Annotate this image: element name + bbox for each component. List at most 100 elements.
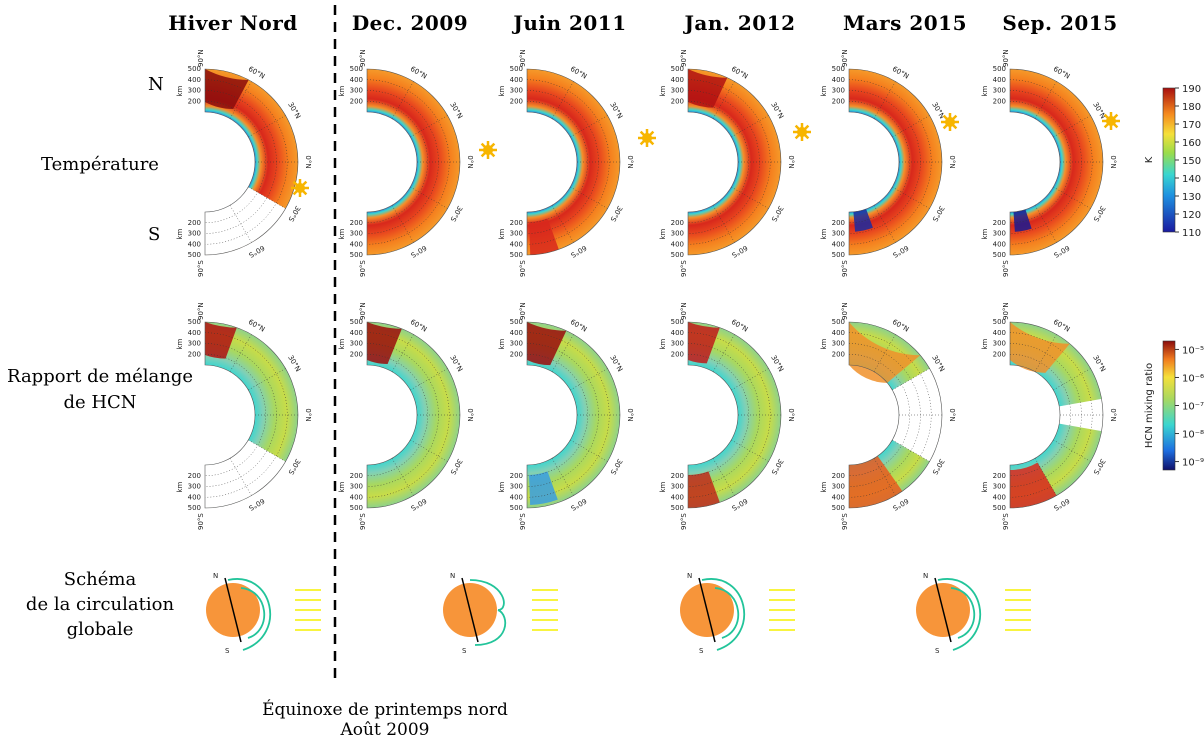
pole-label: N <box>213 572 218 580</box>
latitude-label: 60°S <box>730 244 749 260</box>
colorbar-tick-label: 130 <box>1182 192 1201 203</box>
map-feature <box>688 471 720 508</box>
footer-text: Août 2009 <box>340 720 430 740</box>
grid-radial <box>1034 458 1057 496</box>
latitude-label: 60°S <box>730 497 749 513</box>
altitude-label: 500 <box>350 65 363 73</box>
altitude-label: 500 <box>832 504 845 512</box>
colorbar-tick-label: 190 <box>1182 84 1201 95</box>
latitude-label: 30°N <box>769 101 785 120</box>
altitude-unit: km <box>659 338 667 349</box>
map-outline <box>848 321 943 509</box>
latitude-label: 0°N <box>626 155 634 168</box>
altitude-label: 400 <box>188 240 201 248</box>
grid-radial <box>248 439 286 462</box>
latitude-label: 0°N <box>1109 408 1117 421</box>
grid-radial <box>248 186 286 209</box>
map-feature <box>1010 322 1070 373</box>
latitude-label: 0°N <box>304 408 312 421</box>
latitude-label: 0°N <box>948 155 956 168</box>
latitude-label: 0°N <box>626 408 634 421</box>
latitude-label: 30°S <box>1091 204 1107 223</box>
altitude-label: 500 <box>350 504 363 512</box>
latitude-label: 60°S <box>891 244 910 260</box>
altitude-unit: km <box>981 228 989 239</box>
altitude-label: 200 <box>188 472 201 480</box>
altitude-label: 200 <box>832 219 845 227</box>
altitude-unit: km <box>338 85 346 96</box>
latitude-label: 0°N <box>787 408 795 421</box>
grid-radial <box>1034 205 1057 243</box>
altitude-label: 500 <box>993 318 1006 326</box>
grid-radial <box>1053 115 1091 138</box>
pole-label: S <box>699 647 704 655</box>
sun <box>295 183 305 193</box>
colorbar-tick-label: 180 <box>1182 102 1201 113</box>
map-annulus <box>1010 69 1103 255</box>
grid-radial <box>570 439 608 462</box>
latitude-label: 30°S <box>769 204 785 223</box>
blank-region <box>205 187 286 255</box>
grid-radial <box>1034 81 1057 119</box>
altitude-label: 400 <box>510 76 523 84</box>
grid-radial <box>892 115 930 138</box>
altitude-label: 400 <box>510 493 523 501</box>
map-outline <box>687 321 782 509</box>
latitude-label: 0°N <box>466 155 474 168</box>
altitude-unit: km <box>820 85 828 96</box>
rotation-axis <box>934 577 952 643</box>
sun <box>1106 116 1116 126</box>
altitude-label: 400 <box>350 493 363 501</box>
altitude-label: 300 <box>188 230 201 238</box>
altitude-label: 300 <box>350 87 363 95</box>
pole-label: N <box>687 572 692 580</box>
latitude-label: 90°N <box>359 49 367 67</box>
altitude-unit: km <box>498 228 506 239</box>
altitude-label: 200 <box>993 97 1006 105</box>
column-header: Dec. 2009 <box>352 11 468 35</box>
latitude-label: 90°N <box>680 302 688 320</box>
altitude-label: 300 <box>510 87 523 95</box>
latitude-label: 30°N <box>1091 354 1107 373</box>
column-header: Hiver Nord <box>168 11 297 35</box>
sun <box>483 145 493 155</box>
latitude-label: 30°N <box>608 101 624 120</box>
latitude-label: 60°N <box>409 318 428 334</box>
altitude-label: 400 <box>832 76 845 84</box>
altitude-label: 400 <box>510 329 523 337</box>
grid-arc <box>687 332 771 498</box>
grid-radial <box>248 368 286 391</box>
altitude-label: 300 <box>671 483 684 491</box>
altitude-label: 400 <box>671 493 684 501</box>
blank-region <box>205 440 286 508</box>
latitude-label: 90°S <box>841 513 849 530</box>
altitude-label: 200 <box>993 472 1006 480</box>
altitude-unit: km <box>981 338 989 349</box>
grid-radial <box>731 368 769 391</box>
latitude-label: 60°S <box>569 497 588 513</box>
grid-radial <box>551 81 574 119</box>
grid-radial <box>570 186 608 209</box>
colorbar-label: HCN mixing ratio <box>1144 363 1155 448</box>
latitude-label: 30°S <box>286 204 302 223</box>
altitude-label: 300 <box>188 340 201 348</box>
altitude-label: 400 <box>832 240 845 248</box>
row-label: globale <box>67 619 134 640</box>
grid-radial <box>731 439 769 462</box>
altitude-label: 400 <box>671 329 684 337</box>
latitude-label: 90°S <box>1002 260 1010 277</box>
grid-radial <box>712 205 735 243</box>
latitude-label: 60°N <box>409 65 428 81</box>
altitude-label: 200 <box>671 472 684 480</box>
grid-arc <box>366 101 428 223</box>
altitude-label: 400 <box>993 76 1006 84</box>
grid-radial <box>712 458 735 496</box>
grid-arc <box>848 354 910 476</box>
altitude-label: 500 <box>510 504 523 512</box>
grid-arc <box>204 101 266 223</box>
map-outline <box>366 68 461 256</box>
pole-label: S <box>225 647 230 655</box>
latitude-label: 60°N <box>1052 65 1071 81</box>
altitude-unit: km <box>820 228 828 239</box>
map-outline <box>1009 321 1104 509</box>
